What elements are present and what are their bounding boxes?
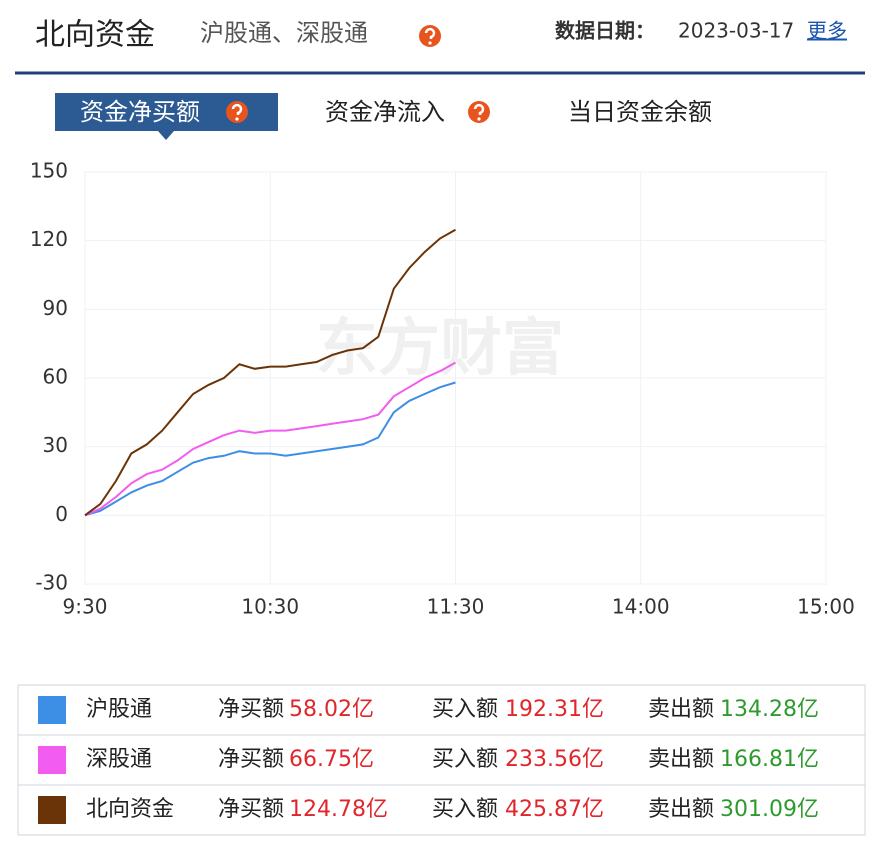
summary-value: 192.31亿 — [505, 697, 604, 722]
summary-label: 卖出额 — [648, 797, 714, 822]
series-line — [84, 381, 456, 517]
tab[interactable]: 资金净流入 — [325, 98, 445, 126]
help-icon[interactable] — [468, 101, 490, 123]
x-tick-label: 15:00 — [797, 595, 855, 619]
summary-label: 买入额 — [432, 697, 498, 722]
summary-label: 净买额 — [218, 697, 284, 722]
summary-value: 58.02亿 — [289, 697, 374, 722]
title: 北向资金 — [35, 18, 155, 53]
summary-label: 卖出额 — [648, 747, 714, 772]
summary-label: 净买额 — [218, 747, 284, 772]
y-tick-label: 90 — [43, 296, 68, 320]
y-tick-label: 0 — [55, 502, 68, 526]
summary-label: 卖出额 — [648, 697, 714, 722]
summary-value: 66.75亿 — [289, 747, 374, 772]
legend-swatch — [38, 696, 66, 724]
legend-swatch — [38, 746, 66, 774]
y-tick-label: 30 — [43, 433, 68, 457]
summary-label: 买入额 — [432, 747, 498, 772]
summary-table — [17, 684, 866, 836]
y-tick-label: 150 — [30, 159, 68, 183]
tab[interactable]: 当日资金余额 — [568, 98, 712, 126]
subtitle: 沪股通、深股通 — [200, 19, 368, 47]
legend-label: 沪股通 — [86, 697, 152, 722]
legend-swatch — [38, 796, 66, 824]
date: 2023-03-17 — [678, 19, 794, 43]
date-label: 数据日期： — [555, 19, 655, 43]
summary-value: 166.81亿 — [720, 747, 819, 772]
tab-pointer — [158, 131, 174, 140]
y-tick-label: -30 — [35, 571, 68, 595]
y-tick-label: 60 — [43, 365, 68, 389]
summary-value: 425.87亿 — [505, 797, 604, 822]
legend-label: 北向资金 — [86, 797, 174, 822]
summary-label: 净买额 — [218, 797, 284, 822]
summary-value: 233.56亿 — [505, 747, 604, 772]
help-icon[interactable] — [226, 101, 248, 123]
summary-label: 买入额 — [432, 797, 498, 822]
summary-value: 301.09亿 — [720, 797, 819, 822]
x-tick-label: 9:30 — [63, 595, 108, 619]
tab[interactable]: 资金净买额 — [80, 98, 200, 126]
help-icon[interactable] — [419, 25, 441, 47]
series-line — [84, 361, 456, 517]
series-line — [84, 228, 456, 517]
watermark: 东方财富 — [316, 311, 564, 384]
summary-value: 124.78亿 — [289, 797, 388, 822]
y-tick-label: 120 — [30, 227, 68, 251]
x-tick-label: 10:30 — [241, 595, 299, 619]
more-link[interactable]: 更多 — [807, 19, 847, 43]
x-tick-label: 14:00 — [612, 595, 670, 619]
summary-value: 134.28亿 — [720, 697, 819, 722]
legend-label: 深股通 — [86, 747, 152, 772]
x-tick-label: 11:30 — [427, 595, 485, 619]
